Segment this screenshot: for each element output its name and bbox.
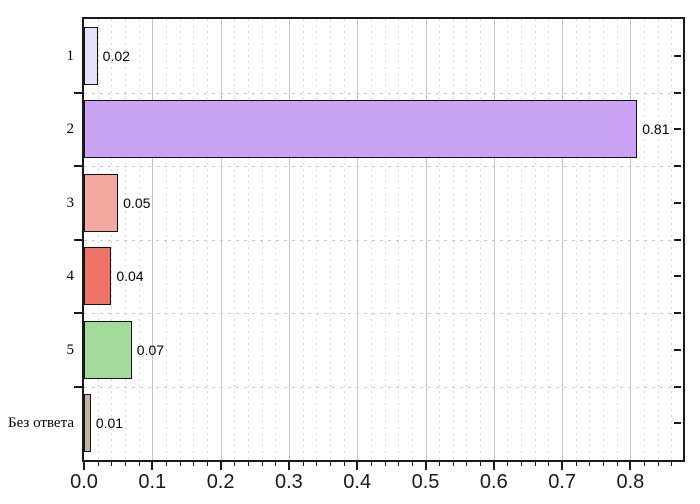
x-axis-tick-minor [521, 462, 523, 466]
right-axis-tick [674, 54, 681, 57]
x-axis-tick-minor [480, 462, 482, 466]
right-axis-tick [674, 201, 681, 204]
x-axis-tick-major [219, 462, 222, 470]
bar-1 [84, 26, 98, 85]
x-axis-tick-minor [247, 462, 249, 466]
x-axis-tick-minor [384, 462, 386, 466]
x-axis-tick-minor [548, 462, 550, 466]
category-label: 4 [66, 268, 75, 285]
bar-value-label: 0.01 [95, 415, 124, 432]
y-axis-tick [74, 312, 82, 314]
right-axis-tick [674, 385, 681, 388]
x-axis-tick-minor [575, 462, 577, 466]
grid-line-row-boundary [84, 239, 683, 241]
category-label: 2 [66, 121, 75, 138]
right-axis-tick [674, 165, 681, 167]
x-axis-tick-minor [452, 462, 454, 466]
x-tick-label: 0.6 [479, 471, 508, 493]
grid-line-row-boundary [84, 92, 683, 94]
grid-line-row-boundary [84, 313, 683, 314]
x-axis-tick-minor [439, 462, 441, 466]
right-axis-tick [674, 312, 681, 314]
category-label: 3 [66, 194, 75, 211]
y-axis-tick [74, 385, 82, 388]
x-axis-tick-minor [671, 462, 673, 466]
x-axis-tick-minor [370, 462, 372, 466]
x-axis-tick-minor [644, 462, 646, 466]
x-axis-tick-major [424, 462, 427, 470]
bar-value-label: 0.07 [136, 341, 165, 358]
grid-line-row-boundary [84, 166, 683, 167]
category-label: Без ответа [7, 415, 74, 432]
x-axis-tick-major [629, 462, 632, 470]
bar-4 [84, 247, 112, 306]
x-axis-tick-minor [234, 462, 236, 466]
x-axis-tick-minor [343, 462, 345, 466]
category-label: 1 [66, 47, 75, 64]
x-axis-tick-minor [507, 462, 509, 466]
bar-6 [84, 394, 91, 453]
x-axis-tick-major [287, 462, 290, 470]
x-axis-tick-minor [398, 462, 400, 466]
x-axis-tick-minor [329, 462, 331, 466]
x-axis-tick-major [356, 462, 359, 470]
bar-3 [84, 173, 119, 232]
x-axis-tick-minor [261, 462, 263, 466]
x-axis-tick-minor [657, 462, 659, 466]
x-axis-tick-minor [616, 462, 618, 466]
x-tick-label: 0.5 [411, 471, 440, 493]
x-axis-tick-minor [124, 462, 126, 466]
right-axis-tick [674, 128, 681, 131]
x-axis-tick-minor [316, 462, 318, 466]
x-axis-tick-minor [138, 462, 140, 466]
right-axis-tick [674, 275, 681, 278]
x-axis-tick-major [83, 462, 85, 470]
right-axis-tick [674, 238, 681, 241]
x-tick-label: 0.0 [70, 471, 98, 493]
x-axis-tick-minor [411, 462, 413, 466]
x-tick-label: 0.7 [548, 471, 576, 493]
x-axis-tick-minor [111, 462, 113, 466]
x-tick-label: 0.4 [343, 471, 372, 493]
bar-5 [84, 320, 132, 379]
grid-line-row-boundary [84, 386, 683, 388]
right-axis-tick [674, 348, 681, 351]
y-axis-tick [74, 91, 82, 94]
y-axis-tick [74, 238, 82, 241]
bar-2 [84, 100, 638, 159]
y-axis-tick [74, 165, 82, 167]
x-axis-tick-minor [179, 462, 181, 466]
x-axis-tick-minor [206, 462, 208, 466]
x-tick-label: 0.1 [138, 471, 167, 493]
x-axis-tick-minor [165, 462, 167, 466]
x-axis-tick-minor [302, 462, 304, 466]
x-tick-label: 0.8 [616, 471, 645, 493]
x-axis-tick-major [151, 462, 154, 470]
x-axis-tick-minor [275, 462, 277, 466]
bar-value-label: 0.04 [116, 268, 144, 285]
bar-value-label: 0.81 [642, 121, 670, 138]
x-axis-tick-major [492, 462, 495, 470]
right-axis-tick [674, 422, 681, 425]
x-axis-tick-minor [534, 462, 536, 466]
right-axis-tick [674, 91, 681, 94]
x-tick-label: 0.2 [206, 471, 235, 493]
x-axis-tick-minor [466, 462, 468, 466]
x-axis-tick-major [561, 462, 564, 470]
x-axis-tick-minor [603, 462, 605, 466]
bar-value-label: 0.05 [123, 194, 151, 211]
x-tick-label: 0.3 [274, 471, 303, 493]
x-axis-tick-minor [97, 462, 99, 466]
x-axis-tick-minor [193, 462, 195, 466]
x-axis-tick-minor [589, 462, 591, 466]
category-label: 5 [66, 341, 75, 358]
bar-value-label: 0.02 [102, 47, 130, 64]
